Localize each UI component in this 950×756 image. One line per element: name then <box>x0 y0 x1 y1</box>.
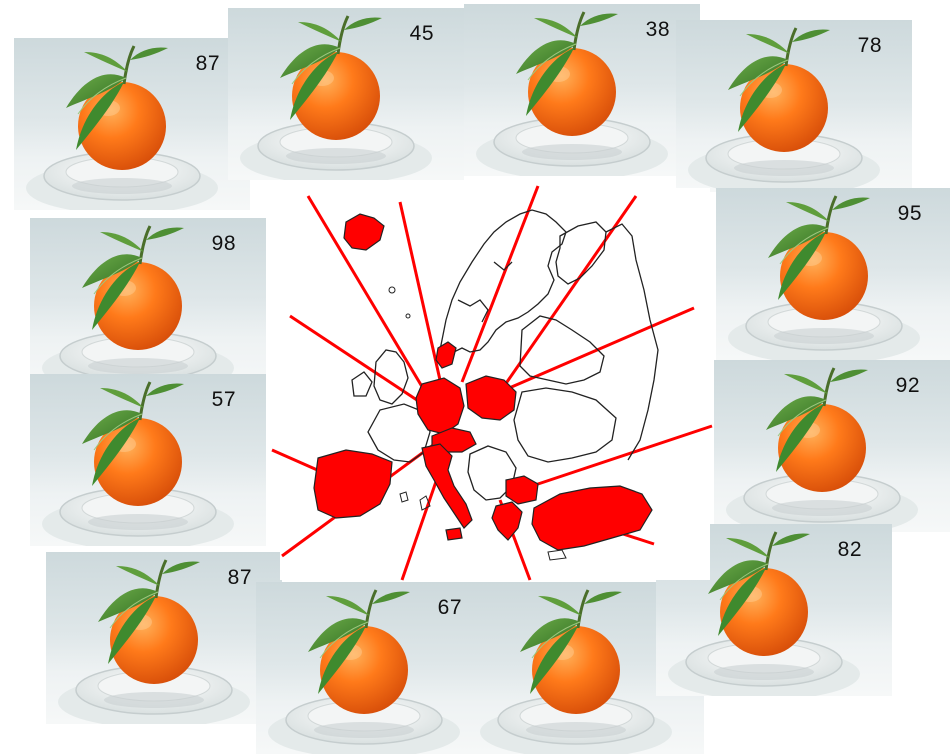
orange-value-label: 57 <box>211 388 236 411</box>
orange-value-label: 67 <box>437 596 462 619</box>
orange-tile-10: 67 <box>256 582 492 754</box>
orange-value-label: 92 <box>895 374 920 397</box>
orange-tile-9: 87 <box>46 552 282 724</box>
orange-tile-5: 98 <box>30 218 266 390</box>
orange-value-label: 87 <box>227 566 252 589</box>
orange-value-label: 87 <box>195 52 220 75</box>
orange-tile-7: 57 <box>30 374 266 546</box>
orange-value-label: 98 <box>211 232 236 255</box>
orange-tile-1: 87 <box>14 38 250 210</box>
orange-value-label: 78 <box>857 34 882 57</box>
orange-tile-4: 78 <box>676 20 912 192</box>
orange-tile-2: 45 <box>228 8 464 180</box>
orange-value-label: 38 <box>645 18 670 41</box>
orange-tile-3: 38 <box>464 4 700 176</box>
orange-tile-6: 95 <box>716 188 950 360</box>
orange-value-label: 45 <box>409 22 434 45</box>
orange-value-label: 82 <box>837 538 862 561</box>
orange-tile-8: 92 <box>714 360 950 532</box>
europe-map-panel <box>280 188 710 580</box>
orange-value-label: 95 <box>897 202 922 225</box>
